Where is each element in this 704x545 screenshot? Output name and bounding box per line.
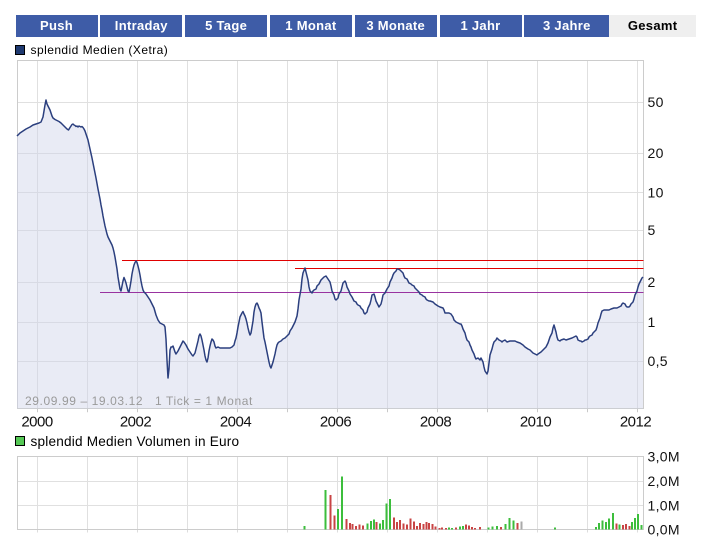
svg-text:2002: 2002 [120, 414, 152, 431]
svg-text:2006: 2006 [320, 414, 352, 431]
svg-text:2,0M: 2,0M [648, 473, 680, 489]
svg-text:10: 10 [648, 185, 664, 201]
svg-text:2012: 2012 [620, 414, 652, 431]
svg-text:0,0M: 0,0M [648, 522, 680, 538]
svg-text:1,0M: 1,0M [648, 498, 680, 514]
svg-text:2008: 2008 [420, 414, 452, 431]
svg-text:3,0M: 3,0M [648, 449, 680, 465]
svg-text:1: 1 [648, 314, 656, 330]
svg-text:0,5: 0,5 [648, 353, 668, 369]
svg-text:2000: 2000 [21, 414, 53, 431]
svg-text:20: 20 [648, 145, 664, 161]
svg-text:2004: 2004 [220, 414, 252, 431]
svg-text:5: 5 [648, 222, 656, 238]
svg-text:29.09.99 – 19.03.12 1 Tick =: 29.09.99 – 19.03.12 1 Tick = 1 Monat [25, 394, 253, 408]
svg-text:2: 2 [648, 274, 656, 290]
svg-text:2010: 2010 [520, 414, 552, 431]
svg-text:50: 50 [648, 94, 664, 110]
